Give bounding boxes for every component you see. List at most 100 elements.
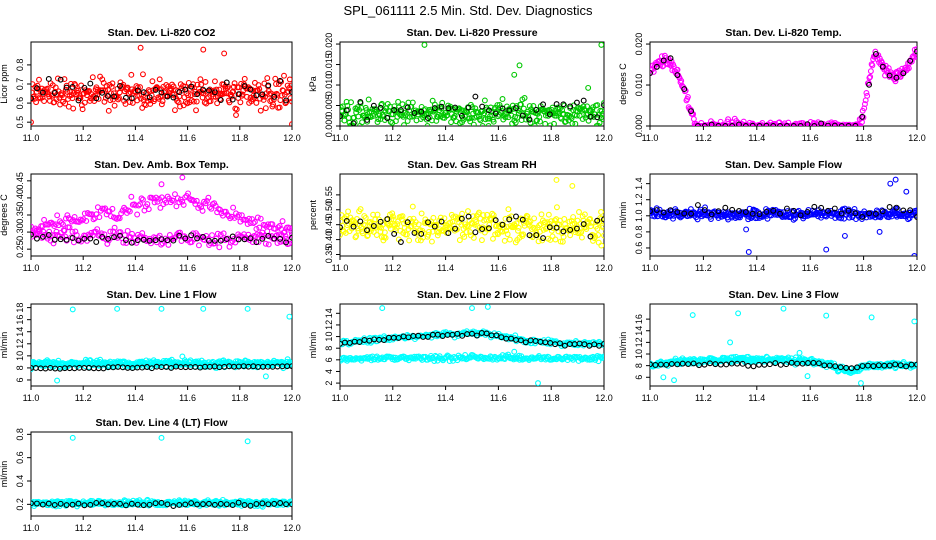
reference-point xyxy=(854,364,861,371)
x-tick-label: 11.8 xyxy=(231,133,248,143)
reference-point xyxy=(872,51,879,57)
series-point xyxy=(121,204,128,211)
reference-point xyxy=(188,500,195,506)
reference-point xyxy=(45,500,52,507)
series-point xyxy=(182,99,189,106)
reference-point xyxy=(688,210,695,217)
reference-point xyxy=(852,122,859,126)
y-tick-label: 14 xyxy=(324,308,334,318)
series-point xyxy=(134,84,141,91)
x-tick-label: 12.0 xyxy=(283,133,301,143)
series-point xyxy=(490,235,496,242)
series-point xyxy=(406,114,413,120)
reference-point xyxy=(152,237,159,244)
x-tick-label: 11.2 xyxy=(75,393,92,403)
reference-point xyxy=(146,501,153,508)
series-point xyxy=(599,354,604,361)
reference-point xyxy=(580,97,587,104)
series-point xyxy=(505,114,512,121)
series-point xyxy=(54,75,61,82)
reference-point xyxy=(164,93,171,100)
reference-point xyxy=(736,121,742,126)
reference-point xyxy=(140,89,147,96)
series-point xyxy=(382,234,389,241)
series-point xyxy=(108,83,115,90)
x-tick-label: 11.8 xyxy=(855,393,872,403)
series-point xyxy=(394,221,401,228)
reference-point xyxy=(31,500,34,507)
reference-point xyxy=(553,101,560,108)
series-point xyxy=(233,112,239,118)
series-point xyxy=(579,116,586,122)
reference-point xyxy=(674,209,681,216)
series-point xyxy=(52,221,59,228)
reference-point xyxy=(696,362,702,369)
series-point xyxy=(515,227,521,234)
x-tick-label: 11.6 xyxy=(179,393,196,403)
reference-point xyxy=(459,332,466,339)
series-point xyxy=(111,224,118,231)
reference-point xyxy=(111,500,117,507)
series-point xyxy=(277,238,284,245)
reference-point xyxy=(158,499,165,506)
reference-point xyxy=(587,113,594,120)
reference-point xyxy=(377,218,384,225)
y-tick-label: 8 xyxy=(634,363,644,368)
outlier-point xyxy=(200,46,207,53)
series-point xyxy=(395,98,402,105)
x-tick-label: 11.8 xyxy=(543,133,560,143)
reference-point xyxy=(825,122,831,126)
series-point xyxy=(228,213,235,220)
reference-point xyxy=(560,228,567,235)
reference-point xyxy=(93,239,100,245)
series-point xyxy=(503,227,510,234)
reference-point xyxy=(810,359,817,366)
series-point xyxy=(596,119,603,126)
y-tick-label: 1.2 xyxy=(634,193,644,206)
series-point xyxy=(185,190,191,197)
series-point xyxy=(44,85,51,92)
x-tick-label: 11.2 xyxy=(695,263,712,273)
series-point xyxy=(289,360,292,367)
x-tick-label: 11.4 xyxy=(437,133,454,143)
series-point xyxy=(212,202,219,209)
series-point xyxy=(170,197,177,204)
panel-title: Stan. Dev. Li-820 Temp. xyxy=(725,27,841,39)
x-tick-label: 11.0 xyxy=(642,263,659,273)
series-point xyxy=(520,231,527,238)
series-point xyxy=(469,104,476,111)
reference-point xyxy=(875,362,882,369)
reference-point xyxy=(465,104,472,111)
reference-point xyxy=(485,107,492,114)
series-point xyxy=(670,215,677,222)
series-point xyxy=(179,198,186,205)
series-point xyxy=(138,195,145,202)
x-tick-label: 11.0 xyxy=(23,133,40,143)
series-point xyxy=(69,95,76,102)
series-point xyxy=(484,211,491,218)
y-tick-label: 0.6 xyxy=(15,97,25,110)
series-point xyxy=(58,220,65,226)
series-point xyxy=(476,209,482,216)
x-tick-label: 11.2 xyxy=(384,393,401,403)
series-point xyxy=(389,213,396,220)
outlier-point xyxy=(54,377,61,384)
outlier-point xyxy=(598,242,604,249)
reference-point xyxy=(790,207,797,214)
series-point xyxy=(486,221,493,228)
series-point xyxy=(375,116,382,123)
panel-title: Stan. Dev. Line 1 Flow xyxy=(106,289,217,301)
series-point xyxy=(861,101,868,108)
y-axis-label: ml/min xyxy=(618,202,628,229)
reference-point xyxy=(217,500,224,507)
reference-point xyxy=(533,106,540,113)
series-point xyxy=(272,75,279,82)
series-point xyxy=(216,244,223,251)
series-point xyxy=(570,214,577,220)
series-point xyxy=(355,227,362,234)
reference-point xyxy=(217,97,224,103)
x-tick-label: 11.8 xyxy=(543,263,560,273)
y-axis-label: ml/min xyxy=(0,332,9,359)
reference-point xyxy=(194,235,201,242)
